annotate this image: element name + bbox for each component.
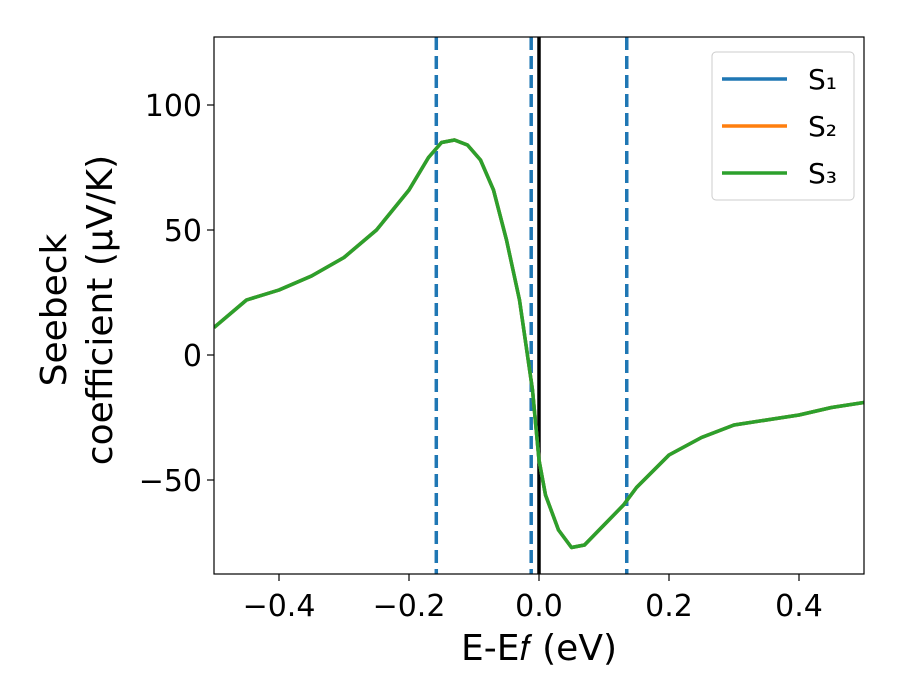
y-tick-label: 100 — [145, 89, 202, 124]
y-tick-label: −50 — [139, 464, 202, 499]
y-axis-label: Seebeck — [34, 233, 75, 386]
legend-label: S₂ — [808, 110, 837, 143]
x-tick-label: −0.4 — [243, 589, 316, 624]
x-tick-label: 0.4 — [775, 589, 823, 624]
x-tick-label: 0.2 — [645, 589, 693, 624]
y-tick-label: 0 — [183, 339, 202, 374]
x-tick-label: −0.2 — [373, 589, 446, 624]
plot-area — [214, 37, 864, 574]
y-axis-label: coefficient (μV/K) — [80, 155, 121, 465]
legend-label: S₁ — [808, 63, 837, 96]
plot-frame — [213, 36, 865, 575]
y-tick-label: 50 — [164, 214, 202, 249]
line-series — [214, 138, 864, 550]
x-axis-label: E-E𝑓 (eV) — [461, 628, 617, 669]
legend-label: S₃ — [808, 157, 837, 190]
legend: S₁ S₂ S₃ — [711, 51, 855, 201]
x-tick-label: 0.0 — [515, 589, 563, 624]
